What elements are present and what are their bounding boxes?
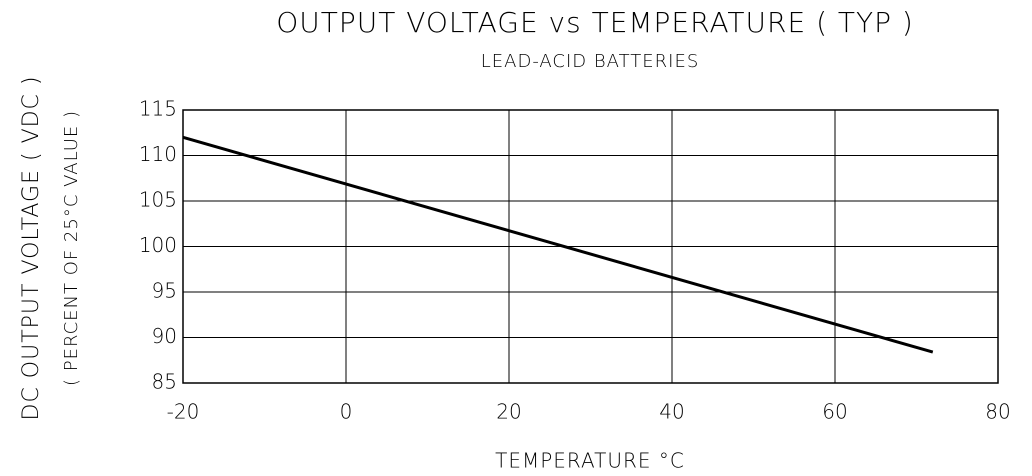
- y-tick-label: 90: [152, 324, 177, 348]
- y-tick-label: 115: [139, 97, 177, 121]
- data-line: [182, 135, 934, 354]
- x-tick-label: 60: [822, 400, 847, 424]
- x-tick-label: 40: [659, 400, 684, 424]
- x-tick-label: 0: [340, 400, 353, 424]
- y-axis-label: DC OUTPUT VOLTAGE ( VDC ): [19, 76, 44, 421]
- y-tick-label: 105: [139, 188, 177, 212]
- y-axis-sublabel: ( PERCENT OF 25°C VALUE ): [61, 110, 82, 386]
- y-tick-label: 110: [139, 142, 177, 166]
- x-tick-label: 20: [496, 400, 521, 424]
- y-tick-label: 100: [139, 233, 177, 257]
- x-axis-label: TEMPERATURE °C: [495, 449, 685, 473]
- plot-frame: [182, 109, 999, 384]
- x-tick-label: -20: [167, 400, 200, 424]
- chart-title: OUTPUT VOLTAGE vs TEMPERATURE ( TYP ): [276, 6, 914, 39]
- y-tick-label: 95: [152, 279, 177, 303]
- chart-subtitle: LEAD-ACID BATTERIES: [481, 51, 700, 72]
- x-tick-label: 80: [985, 400, 1010, 424]
- y-tick-label: 85: [152, 370, 177, 394]
